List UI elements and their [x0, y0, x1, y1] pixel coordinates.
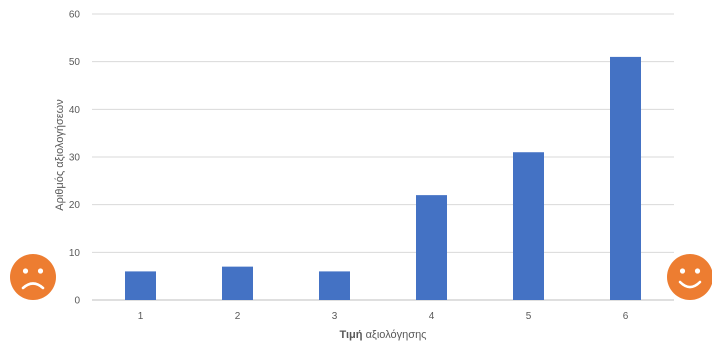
sad-face-icon — [10, 254, 56, 300]
bar-2 — [222, 266, 253, 300]
y-tick-label-10: 10 — [69, 248, 81, 259]
y-tick-label-30: 30 — [69, 153, 81, 164]
bar-5 — [513, 152, 544, 300]
bars — [125, 56, 641, 301]
gridlines — [92, 13, 674, 301]
x-tick-label-4: 4 — [429, 311, 435, 322]
bar-1 — [125, 271, 156, 300]
x-tick-label-1: 1 — [138, 311, 144, 322]
x-axis-title: Τιμή αξιολόγησης — [339, 329, 426, 341]
y-axis-title: Αριθμός αξιολογήσεων — [54, 99, 66, 211]
x-axis-title-rest: αξιολόγησης — [363, 329, 427, 341]
y-tick-label-0: 0 — [74, 296, 80, 307]
x-axis-title-bold: Τιμή — [339, 329, 362, 341]
happy-face-icon — [667, 254, 712, 300]
y-tick-label-50: 50 — [69, 57, 81, 68]
bar-3 — [319, 271, 350, 300]
x-tick-label-6: 6 — [623, 311, 629, 322]
y-tick-label-40: 40 — [69, 105, 81, 116]
x-tick-label-5: 5 — [526, 311, 532, 322]
y-tick-label-60: 60 — [69, 10, 81, 21]
bar-4 — [416, 195, 447, 300]
x-tick-label-2: 2 — [235, 311, 241, 322]
x-tick-labels: 1 2 3 4 5 6 — [138, 311, 629, 322]
y-tick-labels: 0 10 20 30 40 50 60 — [69, 10, 81, 307]
bar-6 — [610, 56, 641, 301]
x-tick-label-3: 3 — [332, 311, 338, 322]
y-tick-label-20: 20 — [69, 200, 81, 211]
